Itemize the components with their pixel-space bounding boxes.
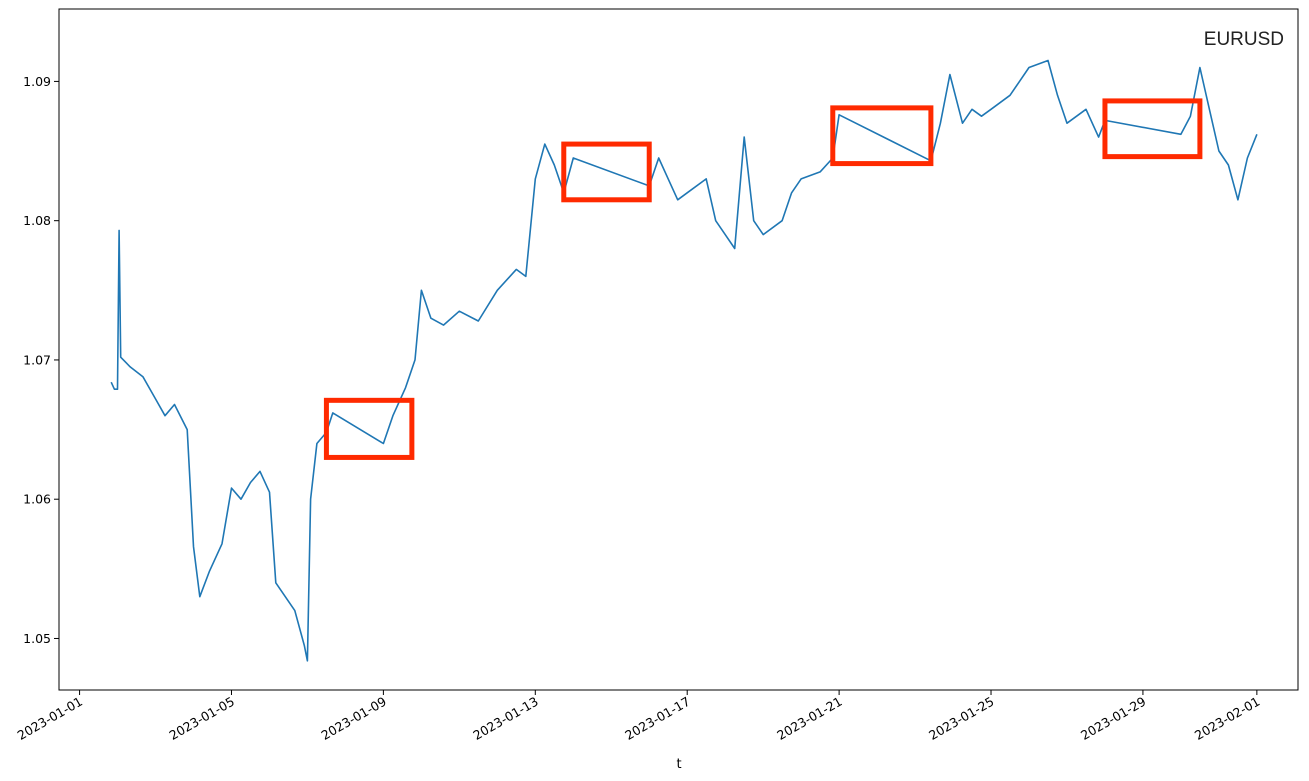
axis-ticks: 2023-01-01 2023-01-05 2023-01-09 2023-01-13… (15, 74, 1263, 743)
x-tick-label: 2023-02-01 (1192, 694, 1262, 743)
y-tick-label: 1.08 (23, 213, 51, 228)
highlight-box (1102, 98, 1203, 160)
x-tick-label: 2023-01-09 (318, 694, 388, 743)
y-tick-label: 1.07 (23, 352, 51, 367)
y-tick-label: 1.05 (23, 631, 51, 646)
highlight-box (830, 105, 934, 167)
y-tick-label: 1.06 (23, 492, 51, 507)
x-tick-label: 2023-01-13 (470, 694, 540, 743)
plot-data (110, 59, 1258, 662)
y-tick-label: 1.09 (23, 74, 51, 89)
x-axis-label: t (676, 757, 681, 772)
series-line-eurusd (110, 59, 1258, 662)
x-tick-label: 2023-01-25 (926, 694, 996, 743)
x-tick-label: 2023-01-21 (774, 694, 844, 743)
highlight-boxes (323, 98, 1203, 460)
legend-label: EURUSD (1204, 29, 1284, 50)
x-tick-label: 2023-01-01 (15, 694, 85, 743)
x-tick-label: 2023-01-05 (167, 694, 237, 743)
plot-frame (58, 8, 1299, 691)
x-tick-label: 2023-01-17 (622, 694, 692, 743)
x-tick-label: 2023-01-29 (1078, 694, 1148, 743)
highlight-box (561, 141, 652, 203)
highlight-box (323, 397, 415, 460)
